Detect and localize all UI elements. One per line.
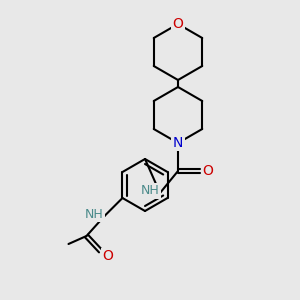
Text: NH: NH — [85, 208, 104, 220]
Text: O: O — [202, 164, 213, 178]
Text: N: N — [173, 136, 183, 150]
Text: NH: NH — [141, 184, 159, 197]
Text: O: O — [102, 249, 113, 263]
Text: O: O — [172, 17, 183, 31]
